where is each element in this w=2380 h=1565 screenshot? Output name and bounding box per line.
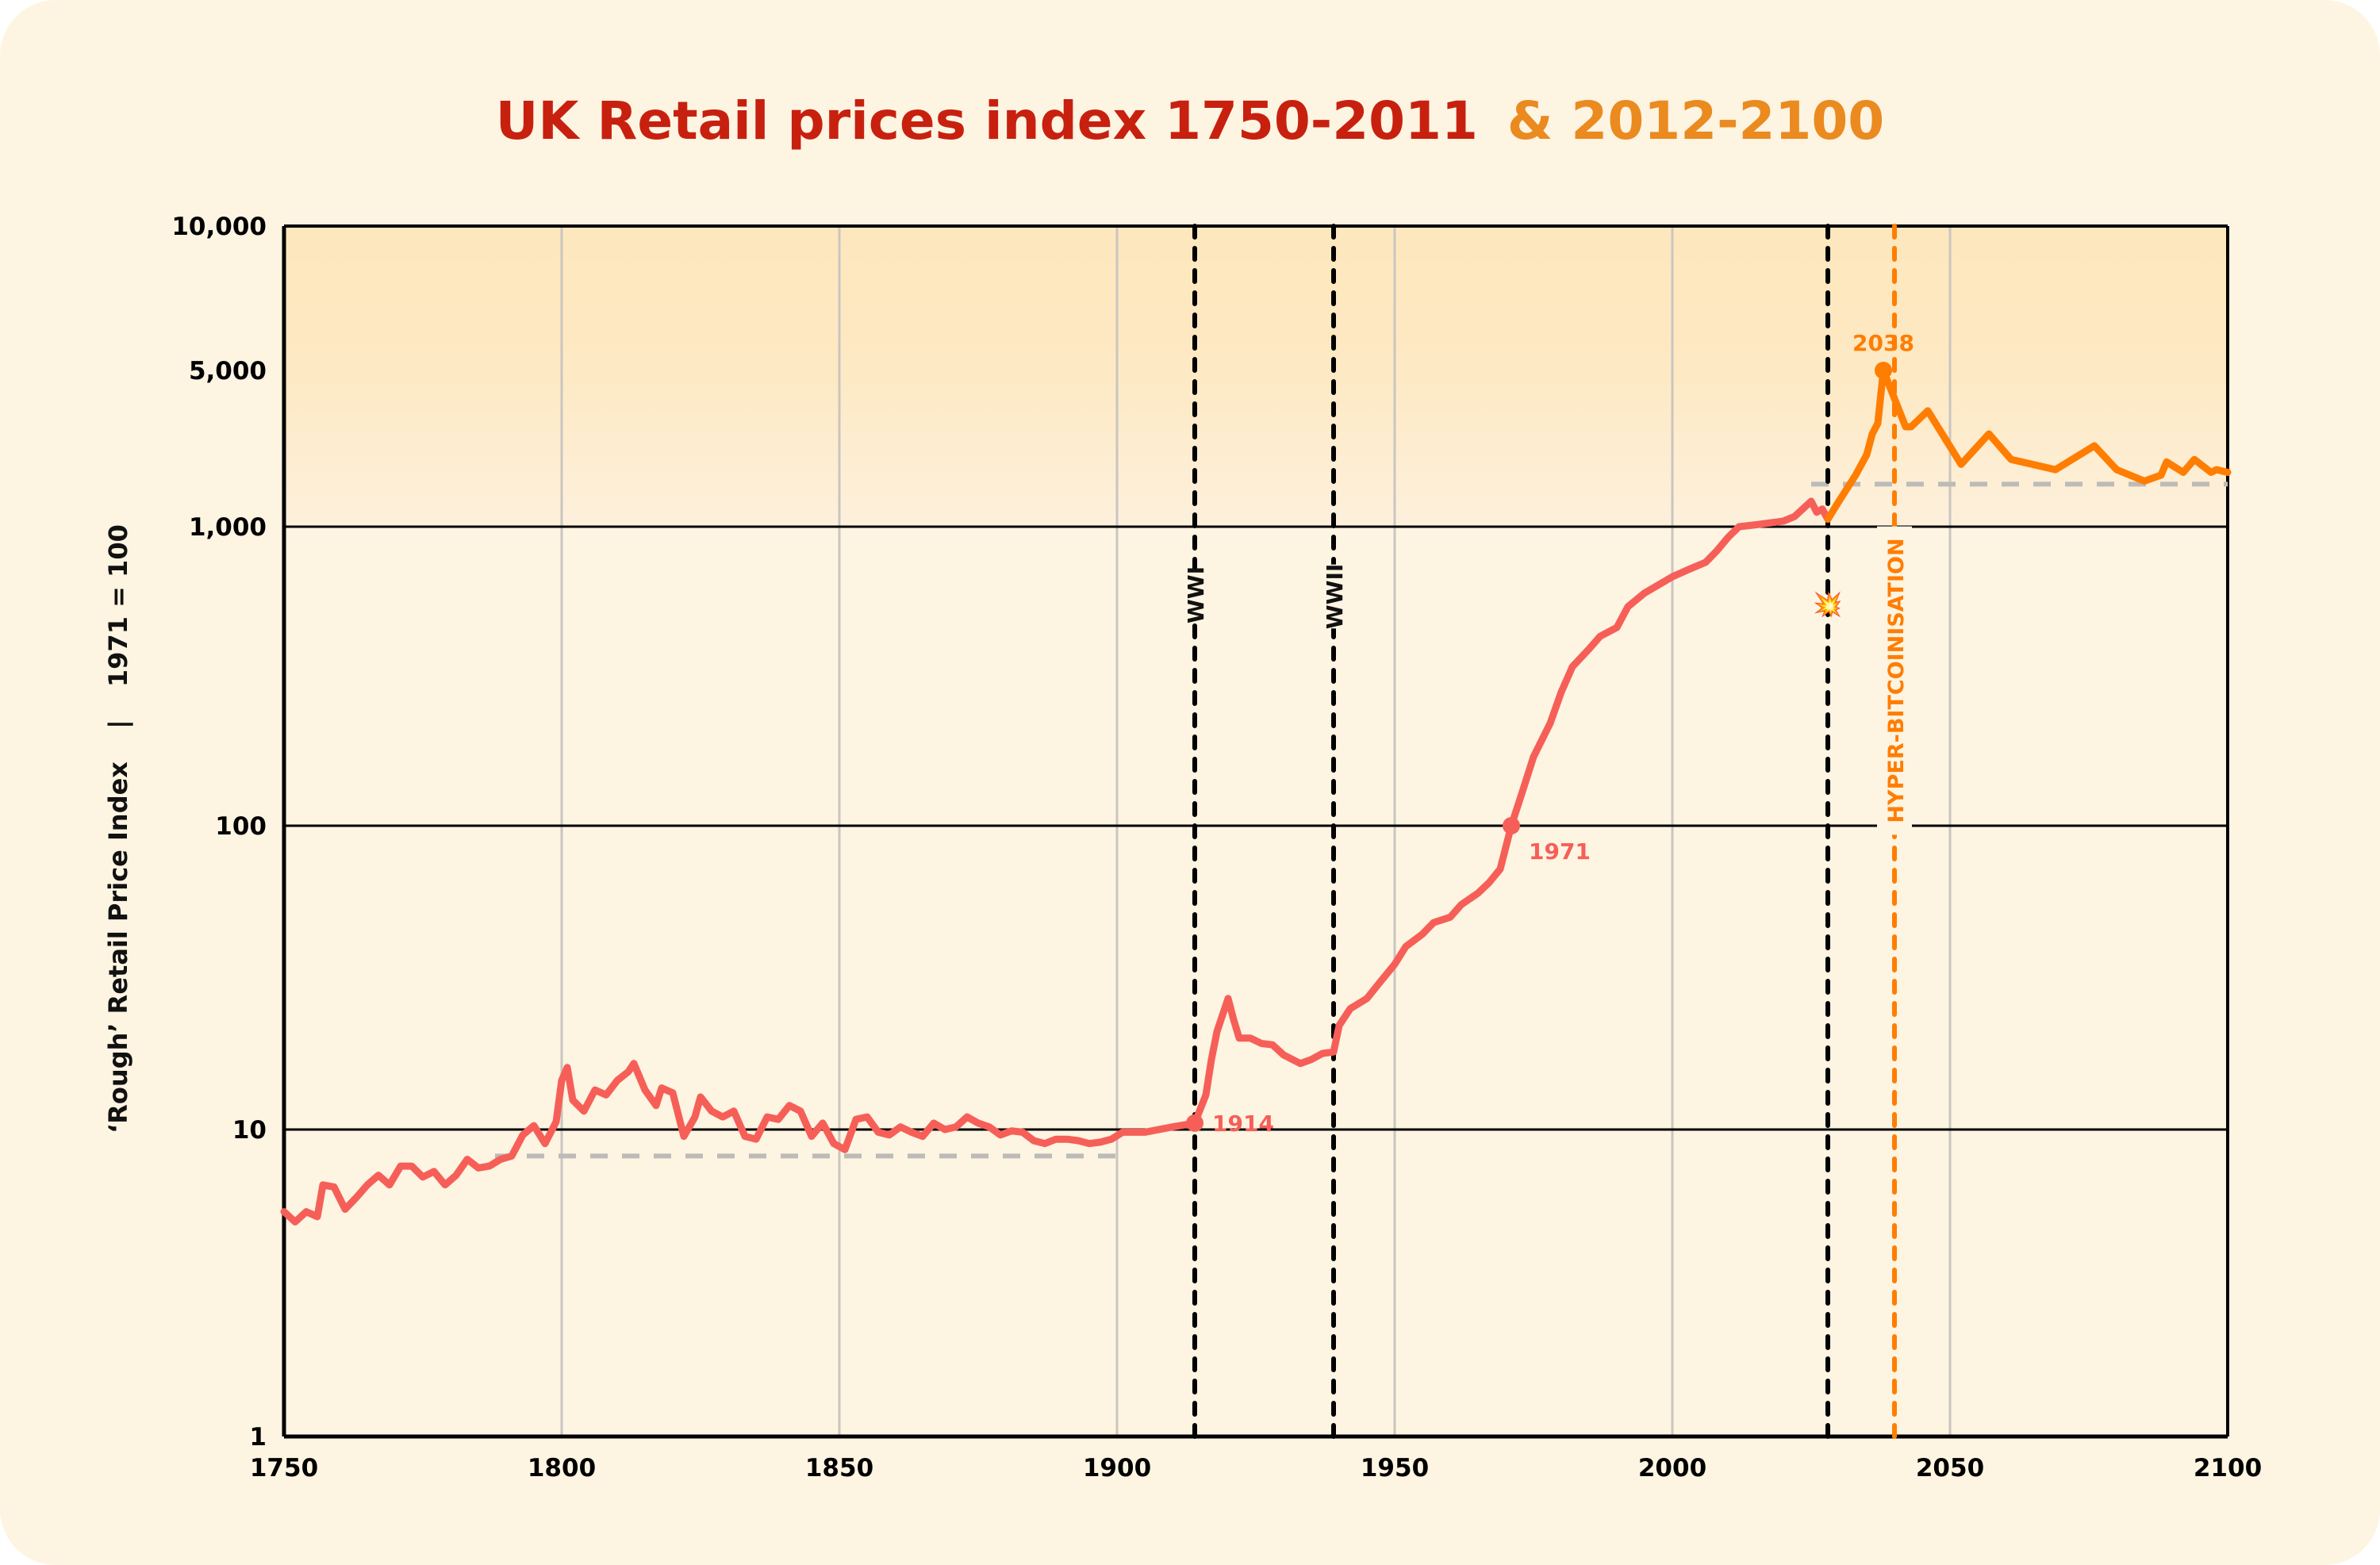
projection-series-line <box>1824 366 2232 524</box>
wwii-label-bg <box>1316 564 1351 629</box>
y-axis-label: ‘Rough’ Retail Price Index | 1971 = 100 <box>103 524 134 1133</box>
x-tick-label: 2100 <box>2194 1454 2262 1483</box>
x-tick-label: 2050 <box>1916 1454 1984 1483</box>
y-axis-separator: | <box>103 719 134 729</box>
p1914-point-marker <box>1186 1114 1203 1132</box>
y-axis-note: 1971 = 100 <box>103 524 133 687</box>
y-tick-label: 5,000 <box>189 357 267 385</box>
svg-text:‘Rough’ Retail Price Index: ‘Rough’ Retail Price Index | 1971 = 100 <box>103 524 134 1133</box>
chart-title-main: UK Retail prices index 1750-2011 <box>496 90 1478 152</box>
p2038-point-marker <box>1875 362 1892 379</box>
projection-zone-shading <box>284 226 2228 527</box>
x-tick-label: 1950 <box>1361 1454 1429 1483</box>
hyper-bitcoinisation-label: HYPER-BITCOINISATION <box>1884 538 1909 823</box>
wwi-label-bg <box>1177 570 1212 619</box>
y-tick-label: 10,000 <box>171 213 267 241</box>
wwii-label: WWII <box>1322 564 1348 630</box>
p1914-point-label: 1914 <box>1212 1110 1274 1137</box>
x-tick-label: 1900 <box>1083 1454 1151 1483</box>
y-axis-title: ‘Rough’ Retail Price Index <box>103 761 133 1133</box>
x-tick-label: 1800 <box>528 1454 596 1483</box>
y-tick-label: 1,000 <box>189 513 267 542</box>
x-tick-label: 1850 <box>805 1454 873 1483</box>
hyper-bitcoinisation-label-bg <box>1877 526 1912 835</box>
y-tick-label: 10 <box>232 1116 267 1145</box>
chart-title: UK Retail prices index 1750-2011 & 2012-… <box>496 90 1884 152</box>
y-tick-label: 1 <box>249 1423 267 1452</box>
x-tick-label: 1750 <box>250 1454 318 1483</box>
y-tick-label: 100 <box>215 812 267 841</box>
x-tick-label: 2000 <box>1638 1454 1706 1483</box>
historical-series-line <box>280 497 1832 1226</box>
p1971-point-label: 1971 <box>1529 838 1591 865</box>
wwi-label: WWI <box>1183 566 1209 623</box>
explosion-icon: 💥 <box>1813 590 1842 619</box>
p2038-point-label: 2038 <box>1852 330 1914 356</box>
chart-title-projection: & 2012-2100 <box>1507 90 1884 152</box>
p1971-point-marker <box>1503 817 1520 834</box>
